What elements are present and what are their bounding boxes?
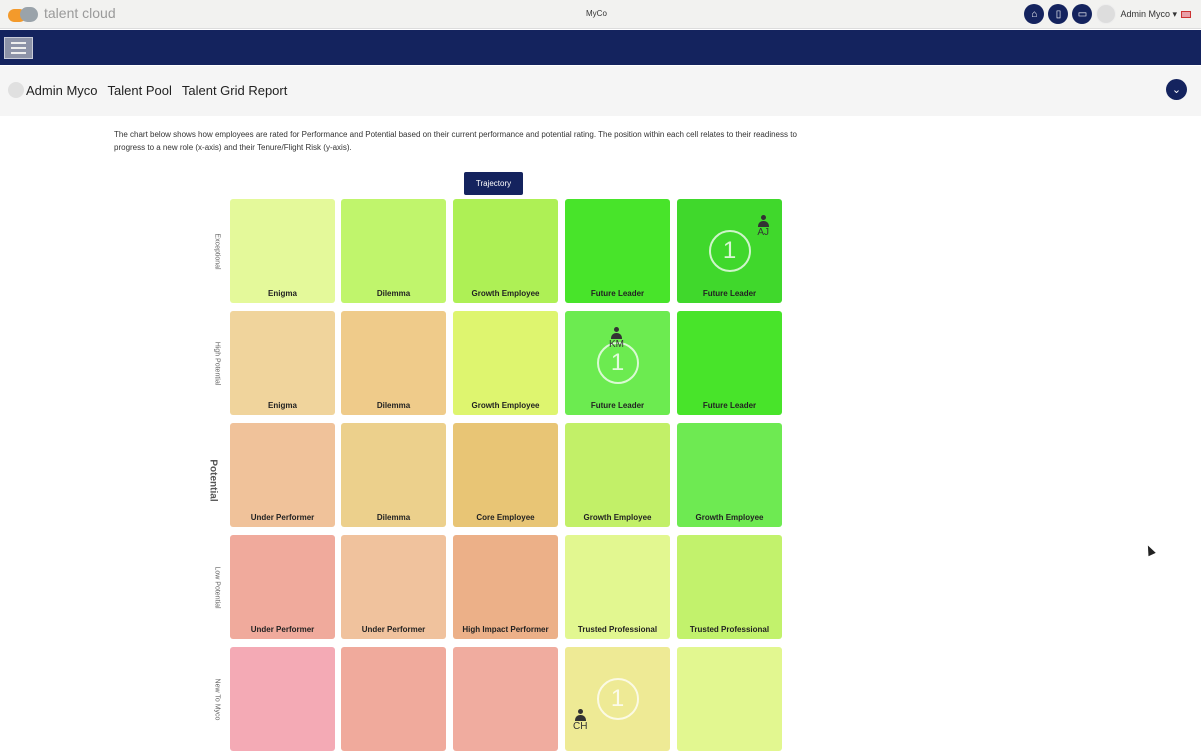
app-title: MyCo bbox=[586, 9, 607, 18]
row-label: Exceptional bbox=[213, 232, 221, 270]
cell-label: Core Employee bbox=[476, 513, 535, 522]
breadcrumb: Admin Myco Talent Pool Talent Grid Repor… bbox=[8, 82, 287, 98]
cell-label: Under Performer bbox=[250, 625, 315, 634]
grid-cell[interactable]: Under Performer bbox=[230, 535, 335, 639]
breadcrumb-talent-grid-report[interactable]: Talent Grid Report bbox=[181, 82, 288, 98]
grid-cell[interactable]: Growth Employee bbox=[677, 423, 782, 527]
row-label: New To Myco bbox=[213, 678, 221, 720]
grid-cell[interactable] bbox=[453, 647, 558, 751]
grid-cell[interactable]: Under Performer bbox=[230, 423, 335, 527]
y-axis-label: Potential bbox=[207, 458, 219, 502]
employee-count[interactable]: 1 bbox=[708, 230, 751, 272]
grid-cell[interactable]: Under Performer bbox=[341, 535, 446, 639]
cloud-logo-icon bbox=[8, 4, 38, 22]
grid-cell[interactable]: Enigma bbox=[230, 311, 335, 415]
grid-cell[interactable]: 1 CH bbox=[565, 647, 670, 751]
grid-cell[interactable] bbox=[677, 647, 782, 751]
cell-label: Enigma bbox=[268, 289, 297, 298]
cell-label: Future Leader bbox=[702, 289, 757, 298]
cell-label: Under Performer bbox=[361, 625, 426, 634]
description: The chart below shows how employees are … bbox=[114, 130, 797, 152]
uk-flag-icon[interactable] bbox=[1181, 10, 1191, 18]
grid-cell[interactable]: High Impact Performer bbox=[453, 535, 558, 639]
monitor-icon[interactable]: ▭ bbox=[1072, 4, 1093, 24]
chevron-down-icon[interactable]: ⌄ bbox=[1166, 79, 1187, 100]
grid-cell[interactable]: Enigma bbox=[230, 199, 335, 303]
employee-marker[interactable]: AJ bbox=[757, 215, 769, 238]
breadcrumb-admin[interactable]: Admin Myco bbox=[26, 82, 98, 98]
employee-marker[interactable]: CH bbox=[573, 709, 587, 732]
grid-cell[interactable]: Trusted Professional bbox=[565, 535, 670, 639]
grid-cell[interactable] bbox=[341, 647, 446, 751]
cell-label: High Impact Performer bbox=[462, 625, 549, 634]
breadcrumb-bar: Admin Myco Talent Pool Talent Grid Repor… bbox=[0, 66, 1201, 116]
grid-cell[interactable]: Growth Employee bbox=[453, 199, 558, 303]
grid-cell[interactable] bbox=[230, 647, 335, 751]
employee-initials: AJ bbox=[757, 227, 769, 238]
mouse-cursor bbox=[1144, 543, 1156, 557]
cell-label: Growth Employee bbox=[695, 513, 764, 522]
cell-label: Under Performer bbox=[250, 513, 315, 522]
cell-label: Trusted Professional bbox=[689, 625, 770, 634]
employee-marker[interactable]: KM bbox=[609, 327, 624, 350]
cell-label: Future Leader bbox=[590, 401, 645, 410]
grid-cell[interactable]: Trusted Professional bbox=[677, 535, 782, 639]
logo-text: talent cloud bbox=[44, 5, 116, 21]
grid-cell[interactable]: Future Leader 1 AJ bbox=[677, 199, 782, 303]
grid-cell[interactable]: Dilemma bbox=[341, 311, 446, 415]
home-icon[interactable]: ⌂ bbox=[1024, 4, 1045, 24]
person-icon bbox=[574, 709, 586, 721]
cell-label: Trusted Professional bbox=[577, 625, 658, 634]
nav-bar bbox=[0, 30, 1201, 65]
user-avatar-icon bbox=[8, 82, 24, 98]
cell-label: Growth Employee bbox=[471, 289, 540, 298]
user-menu[interactable]: Admin Myco ▾ bbox=[1120, 8, 1177, 19]
employee-count[interactable]: 1 bbox=[596, 342, 639, 384]
cell-label: Dilemma bbox=[376, 401, 411, 410]
menu-button[interactable] bbox=[4, 37, 33, 59]
top-bar: talent cloud MyCo ⌂ ▯ ▭ Admin Myco ▾ bbox=[0, 0, 1201, 29]
row-label: High Potential bbox=[213, 341, 221, 385]
employee-initials: KM bbox=[609, 339, 624, 350]
row-label: Low Potential bbox=[213, 565, 221, 609]
cell-label: Dilemma bbox=[376, 513, 411, 522]
employee-initials: CH bbox=[573, 721, 588, 732]
trajectory-button[interactable]: Trajectory bbox=[464, 172, 523, 195]
grid-cell[interactable]: Core Employee bbox=[453, 423, 558, 527]
grid-cell[interactable]: Future Leader 1 KM bbox=[565, 311, 670, 415]
logo[interactable]: talent cloud bbox=[8, 4, 116, 22]
grid-cell[interactable]: Dilemma bbox=[341, 199, 446, 303]
person-icon bbox=[611, 327, 622, 339]
person-icon bbox=[757, 215, 769, 227]
cell-label: Growth Employee bbox=[471, 401, 540, 410]
breadcrumb-talent-pool[interactable]: Talent Pool bbox=[107, 82, 172, 98]
grid-cell[interactable]: Future Leader bbox=[677, 311, 782, 415]
grid-cell[interactable]: Growth Employee bbox=[453, 311, 558, 415]
document-icon[interactable]: ▯ bbox=[1048, 4, 1069, 24]
cell-label: Enigma bbox=[268, 401, 297, 410]
cell-label: Future Leader bbox=[702, 401, 757, 410]
grid-cell[interactable]: Dilemma bbox=[341, 423, 446, 527]
avatar[interactable] bbox=[1096, 4, 1117, 24]
cell-label: Dilemma bbox=[376, 289, 411, 298]
cell-label: Growth Employee bbox=[583, 513, 652, 522]
cell-label: Future Leader bbox=[590, 289, 645, 298]
employee-count[interactable]: 1 bbox=[596, 678, 639, 720]
grid-cell[interactable]: Future Leader bbox=[565, 199, 670, 303]
grid-cell[interactable]: Growth Employee bbox=[565, 423, 670, 527]
